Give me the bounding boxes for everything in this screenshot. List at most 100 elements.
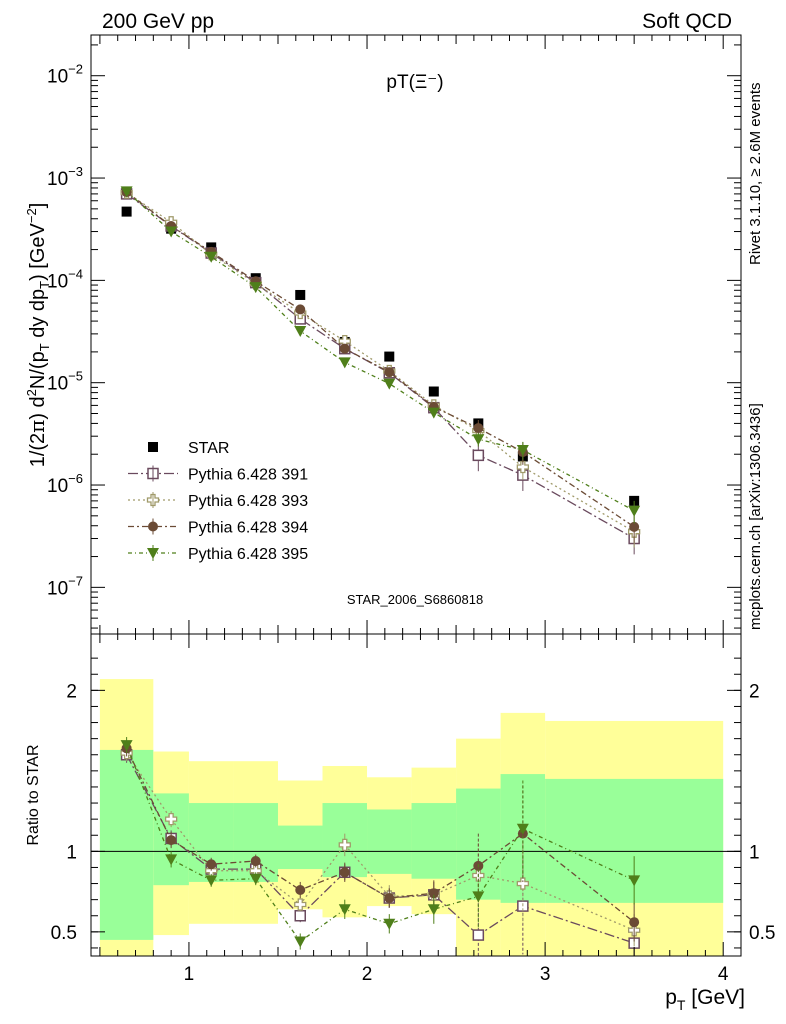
data-point: [516, 460, 529, 474]
data-point: [205, 251, 218, 263]
ratio-line-py391: [126, 754, 635, 944]
ratio-ylabel: Ratio to STAR: [25, 744, 42, 845]
uncertainty-band-inner: [411, 803, 457, 879]
y-tick-label: 10−6: [47, 471, 83, 497]
legend-label-py391: Pythia 6.428 391: [188, 467, 308, 484]
ratio-point: [516, 823, 529, 835]
y-tick-base: 10: [47, 476, 68, 497]
data-point: [472, 449, 485, 462]
data-point: [428, 386, 439, 397]
main-frame: [90, 34, 742, 635]
ratio-point: [120, 740, 133, 752]
ratio-point: [249, 873, 262, 885]
ratio-point: [206, 859, 217, 870]
data-point: [384, 351, 395, 362]
ratio-y-tick-label: 0.5: [51, 923, 77, 944]
data-point: [120, 186, 133, 198]
legend: STAR Pythia 6.428 391 Pythia 6.428 393 Pyth…: [128, 440, 308, 563]
ratio-point: [629, 917, 640, 928]
ratio-point: [427, 904, 440, 916]
x-tick-label: 2: [362, 964, 373, 985]
watermark: STAR_2006_S6860818: [347, 592, 483, 607]
data-point: [338, 357, 351, 369]
y-tick-label: 10−3: [47, 164, 83, 190]
data-point: [165, 226, 178, 238]
ratio-point: [294, 936, 307, 948]
y-tick-exp: −3: [68, 164, 83, 179]
ratio-series-py395: [120, 737, 641, 950]
data-point: [294, 326, 307, 338]
data-point: [629, 521, 640, 532]
y-tick-label: 10−7: [47, 573, 83, 599]
ratio-y-tick-label: 1: [66, 842, 77, 863]
main-title: pT(Ξ⁻): [386, 72, 443, 93]
ratio-point: [295, 884, 306, 895]
y-tick-exp: −4: [68, 266, 83, 281]
legend-label-py394: Pythia 6.428 394: [188, 520, 308, 537]
data-point: [472, 434, 485, 446]
ratio-line-py393: [126, 752, 635, 931]
ratio-y-tick-label-right: 2: [749, 681, 760, 702]
ratio-point: [166, 835, 177, 846]
y-tick-base: 10: [47, 271, 68, 292]
ratio-frame: [90, 633, 742, 957]
y-tick-label: 10−4: [47, 266, 83, 292]
uncertainty-band-inner: [277, 825, 323, 870]
header-left: 200 GeV pp: [102, 10, 214, 33]
data-point: [121, 206, 132, 217]
main-panel: 10−710−610−510−410−310−2 pT(Ξ⁻) STAR_200…: [47, 34, 742, 635]
y-tick-exp: −7: [68, 573, 83, 588]
legend-label-py393: Pythia 6.428 393: [188, 493, 308, 510]
data-point: [384, 367, 395, 378]
y-tick-label: 10−2: [47, 62, 83, 88]
data-point: [295, 289, 306, 300]
y-tick-label: 10−5: [47, 369, 83, 395]
data-point: [295, 304, 306, 315]
y-tick-base: 10: [47, 169, 68, 190]
ratio-point: [294, 898, 307, 911]
ratio-point: [384, 893, 395, 904]
x-tick-label: 1: [184, 964, 195, 985]
series-line-py391: [126, 193, 635, 540]
uncertainty-band-inner: [367, 809, 412, 874]
legend-label-STAR: STAR: [188, 440, 229, 457]
ratio-y-tick-label-right: 0.5: [749, 923, 775, 944]
x-axis-label: pT [GeV]: [665, 986, 745, 1013]
ratio-point: [205, 875, 218, 887]
y-tick-exp: −6: [68, 471, 83, 486]
ratio-point: [383, 918, 396, 930]
ratio-point: [339, 867, 350, 878]
series-line-py395: [126, 190, 635, 512]
rivet-label: Rivet 3.1.10, ≥ 2.6M events: [747, 83, 764, 266]
uncertainty-band-inner: [99, 749, 154, 940]
ratio-point: [294, 910, 306, 922]
data-point: [628, 505, 641, 517]
legend-label-py395: Pythia 6.428 395: [188, 546, 308, 563]
ratio-point: [472, 891, 485, 903]
mcplots-label: mcplots.cern.ch [arXiv:1306.3436]: [747, 403, 764, 630]
ratio-point: [338, 838, 351, 852]
y-tick-exp: −2: [68, 62, 83, 77]
data-point: [383, 378, 396, 390]
ratio-point: [338, 904, 351, 916]
main-ylabel: 1/(2π) d2N/(pT dy dpT) [GeV−2]: [24, 203, 52, 468]
data-point: [516, 444, 529, 456]
y-tick-base: 10: [47, 578, 68, 599]
x-tick-label: 3: [540, 964, 551, 985]
ratio-point: [516, 877, 529, 890]
series-STAR: [121, 206, 640, 506]
ratio-point: [250, 856, 261, 867]
data-point: [427, 407, 440, 419]
ratio-y-tick-label-right: 1: [749, 842, 760, 863]
ratio-point: [428, 888, 439, 899]
data-point: [339, 343, 350, 354]
legend-marker: [148, 442, 158, 452]
ratio-point: [165, 854, 178, 866]
ratio-y-tick-label: 2: [66, 681, 77, 702]
series-py395: [120, 186, 641, 524]
header-right: Soft QCD: [642, 10, 732, 33]
x-tick-label: 4: [718, 964, 729, 985]
y-tick-exp: −5: [68, 369, 83, 384]
ratio-point: [628, 875, 641, 887]
